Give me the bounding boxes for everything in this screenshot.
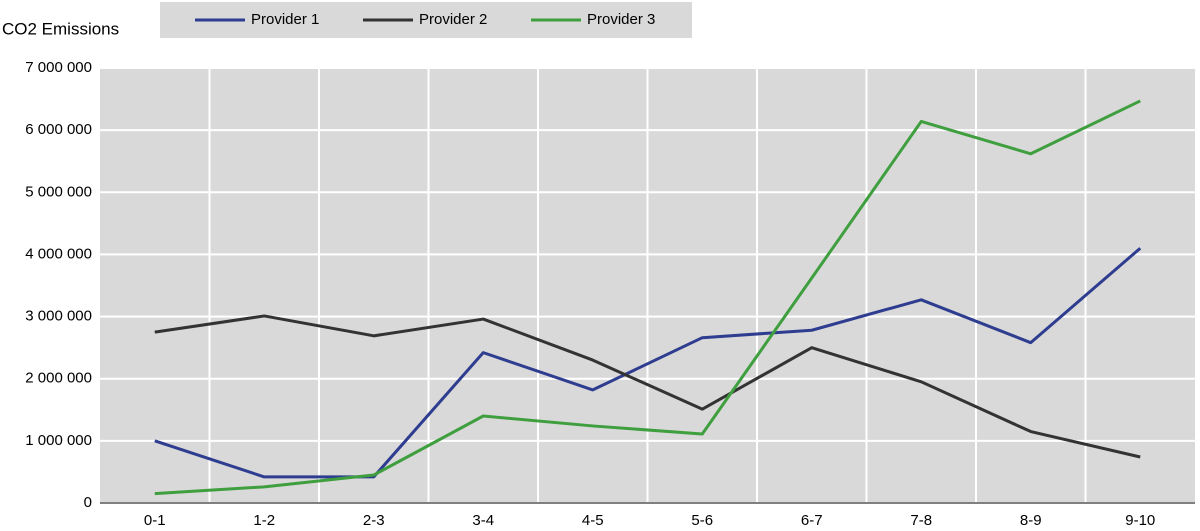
y-tick-label: 7 000 000 bbox=[25, 59, 92, 76]
x-tick-label: 1-2 bbox=[253, 512, 275, 529]
y-tick-label: 1 000 000 bbox=[25, 432, 92, 449]
legend-label: Provider 2 bbox=[419, 11, 487, 28]
line-series bbox=[154, 99, 1141, 496]
y-tick-label: 0 bbox=[84, 494, 92, 511]
y-tick-label: 2 000 000 bbox=[25, 370, 92, 387]
x-tick-label: 7-8 bbox=[910, 512, 932, 529]
y-tick-label: 5 000 000 bbox=[25, 183, 92, 200]
x-tick-label: 0-1 bbox=[144, 512, 166, 529]
line-series bbox=[154, 247, 1142, 479]
legend-label: Provider 3 bbox=[587, 11, 655, 28]
x-tick-label: 6-7 bbox=[801, 512, 823, 529]
legend-box bbox=[160, 2, 692, 38]
x-tick-label: 2-3 bbox=[363, 512, 385, 529]
x-tick-label: 5-6 bbox=[691, 512, 713, 529]
y-tick-label: 3 000 000 bbox=[25, 308, 92, 325]
y-tick-label: 4 000 000 bbox=[25, 245, 92, 262]
line-series bbox=[154, 314, 1141, 459]
y-tick-label: 6 000 000 bbox=[25, 121, 92, 138]
legend-label: Provider 1 bbox=[251, 11, 319, 28]
x-tick-label: 3-4 bbox=[472, 512, 494, 529]
x-tick-label: 9-10 bbox=[1125, 512, 1155, 529]
x-tick-label: 8-9 bbox=[1020, 512, 1042, 529]
x-tick-label: 4-5 bbox=[582, 512, 604, 529]
y-axis-label: CO2 Emissions bbox=[2, 19, 119, 38]
